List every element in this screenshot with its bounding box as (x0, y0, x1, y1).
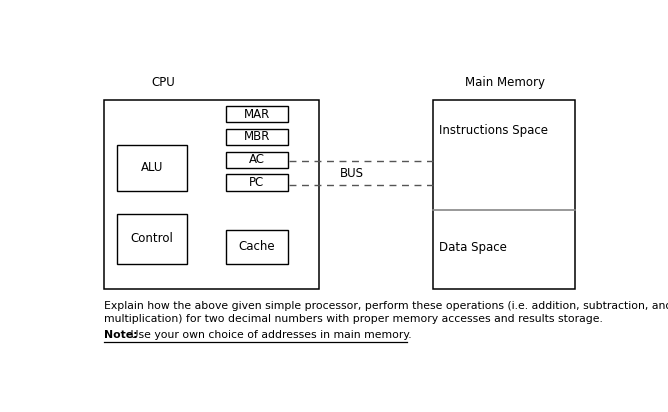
Text: PC: PC (249, 176, 265, 189)
Text: Instructions Space: Instructions Space (439, 124, 548, 137)
FancyBboxPatch shape (226, 152, 288, 168)
Text: Note:: Note: (104, 330, 138, 340)
Text: CPU: CPU (152, 76, 176, 89)
Text: multiplication) for two decimal numbers with proper memory accesses and results : multiplication) for two decimal numbers … (104, 314, 603, 324)
FancyBboxPatch shape (226, 230, 288, 264)
FancyBboxPatch shape (117, 214, 187, 264)
FancyBboxPatch shape (226, 106, 288, 122)
Text: Main Memory: Main Memory (466, 76, 546, 89)
Text: Use your own choice of addresses in main memory.: Use your own choice of addresses in main… (127, 330, 411, 340)
Text: Control: Control (131, 232, 174, 246)
Text: ALU: ALU (141, 161, 163, 174)
Text: AC: AC (249, 153, 265, 166)
Text: MBR: MBR (244, 131, 270, 143)
FancyBboxPatch shape (104, 100, 319, 289)
FancyBboxPatch shape (117, 145, 187, 191)
Text: Data Space: Data Space (439, 241, 507, 254)
FancyBboxPatch shape (226, 129, 288, 145)
Text: Explain how the above given simple processor, perform these operations (i.e. add: Explain how the above given simple proce… (104, 301, 668, 311)
FancyBboxPatch shape (433, 100, 575, 289)
Text: Cache: Cache (238, 241, 275, 253)
Text: MAR: MAR (244, 108, 270, 121)
Text: BUS: BUS (340, 167, 364, 180)
FancyBboxPatch shape (226, 174, 288, 191)
